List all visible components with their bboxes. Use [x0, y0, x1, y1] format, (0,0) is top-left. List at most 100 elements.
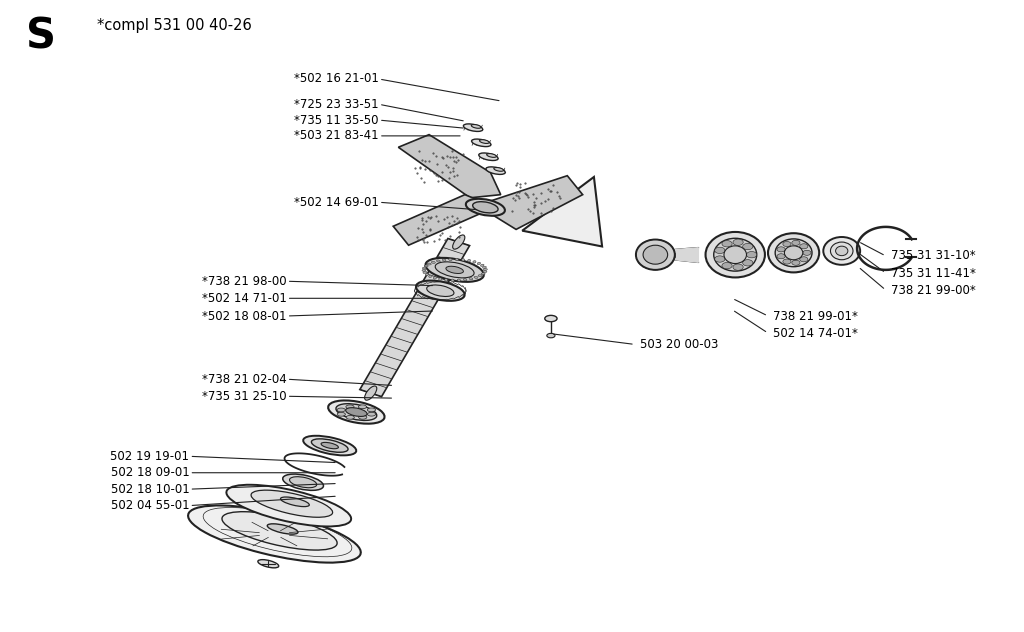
Ellipse shape [435, 262, 474, 278]
Ellipse shape [481, 273, 485, 275]
Text: 502 14 74-01*: 502 14 74-01* [773, 327, 858, 339]
Ellipse shape [422, 269, 426, 271]
Ellipse shape [782, 259, 791, 264]
Ellipse shape [337, 408, 345, 412]
Ellipse shape [267, 524, 298, 534]
Ellipse shape [346, 415, 354, 419]
Ellipse shape [715, 247, 725, 253]
Ellipse shape [733, 264, 743, 270]
Ellipse shape [456, 258, 459, 260]
Polygon shape [393, 195, 480, 245]
Text: *503 21 83-41: *503 21 83-41 [294, 130, 379, 142]
Ellipse shape [478, 275, 482, 277]
Ellipse shape [715, 256, 725, 262]
Ellipse shape [222, 512, 337, 550]
Ellipse shape [453, 235, 465, 249]
Ellipse shape [722, 262, 732, 269]
Ellipse shape [486, 154, 497, 157]
Text: 735 31 31-10*: 735 31 31-10* [891, 250, 976, 262]
Ellipse shape [800, 257, 808, 262]
Ellipse shape [445, 266, 464, 274]
Ellipse shape [733, 239, 743, 245]
Ellipse shape [784, 246, 803, 260]
Text: *compl 531 00 40-26: *compl 531 00 40-26 [97, 18, 252, 33]
Ellipse shape [746, 252, 757, 258]
Ellipse shape [777, 253, 785, 258]
Ellipse shape [251, 490, 333, 517]
Ellipse shape [346, 408, 367, 416]
Ellipse shape [643, 245, 668, 264]
Ellipse shape [433, 277, 436, 279]
Text: 502 04 55-01: 502 04 55-01 [111, 499, 189, 512]
Ellipse shape [322, 442, 338, 449]
Ellipse shape [429, 275, 432, 277]
Text: 502 19 19-01: 502 19 19-01 [111, 450, 189, 463]
Ellipse shape [800, 244, 808, 249]
Ellipse shape [483, 269, 487, 270]
Ellipse shape [368, 412, 376, 416]
Text: 503 20 00-03: 503 20 00-03 [640, 338, 719, 351]
Ellipse shape [473, 260, 476, 263]
Ellipse shape [328, 401, 385, 423]
Text: *738 21 02-04: *738 21 02-04 [202, 373, 287, 386]
Ellipse shape [479, 153, 498, 161]
Ellipse shape [823, 237, 860, 265]
Polygon shape [522, 177, 602, 246]
Text: *502 14 71-01: *502 14 71-01 [202, 292, 287, 305]
Ellipse shape [494, 167, 504, 171]
Ellipse shape [468, 259, 471, 262]
Ellipse shape [777, 247, 785, 252]
Text: 735 31 11-41*: 735 31 11-41* [891, 267, 976, 279]
Ellipse shape [722, 241, 732, 247]
Ellipse shape [451, 279, 454, 281]
Ellipse shape [783, 241, 792, 246]
Ellipse shape [792, 240, 800, 245]
Ellipse shape [473, 202, 498, 213]
Ellipse shape [706, 232, 765, 277]
Ellipse shape [792, 260, 800, 265]
Ellipse shape [424, 265, 428, 267]
Ellipse shape [474, 276, 478, 278]
Ellipse shape [283, 474, 324, 490]
Ellipse shape [422, 267, 426, 269]
Ellipse shape [547, 334, 555, 337]
Ellipse shape [480, 264, 484, 267]
Ellipse shape [803, 250, 811, 255]
Ellipse shape [742, 243, 753, 250]
Text: *738 21 98-00: *738 21 98-00 [202, 275, 287, 288]
Ellipse shape [358, 405, 367, 409]
Ellipse shape [464, 279, 467, 281]
Ellipse shape [336, 404, 377, 420]
Ellipse shape [416, 281, 465, 301]
Ellipse shape [471, 125, 481, 128]
Ellipse shape [464, 124, 482, 131]
Text: *502 16 21-01: *502 16 21-01 [294, 73, 379, 85]
Ellipse shape [431, 262, 435, 264]
Text: 502 18 10-01: 502 18 10-01 [111, 483, 189, 495]
Ellipse shape [368, 408, 376, 411]
Ellipse shape [458, 279, 461, 281]
Ellipse shape [714, 238, 757, 271]
Ellipse shape [472, 139, 490, 147]
Ellipse shape [290, 477, 316, 488]
Ellipse shape [482, 266, 486, 269]
Ellipse shape [775, 239, 812, 267]
Ellipse shape [442, 259, 445, 261]
Text: *735 31 25-10: *735 31 25-10 [202, 390, 287, 403]
Ellipse shape [258, 560, 279, 568]
Text: 502 18 09-01: 502 18 09-01 [111, 466, 189, 479]
Text: *725 23 33-51: *725 23 33-51 [294, 98, 379, 111]
Ellipse shape [483, 270, 487, 272]
Ellipse shape [311, 439, 348, 453]
Ellipse shape [836, 246, 848, 255]
Ellipse shape [426, 258, 483, 282]
Ellipse shape [545, 315, 557, 322]
Ellipse shape [226, 485, 351, 526]
Text: 738 21 99-00*: 738 21 99-00* [891, 284, 976, 296]
Text: 738 21 99-01*: 738 21 99-01* [773, 310, 858, 322]
Polygon shape [490, 176, 583, 229]
Ellipse shape [438, 278, 441, 281]
Ellipse shape [423, 271, 427, 274]
Ellipse shape [742, 260, 753, 266]
Ellipse shape [469, 277, 473, 280]
